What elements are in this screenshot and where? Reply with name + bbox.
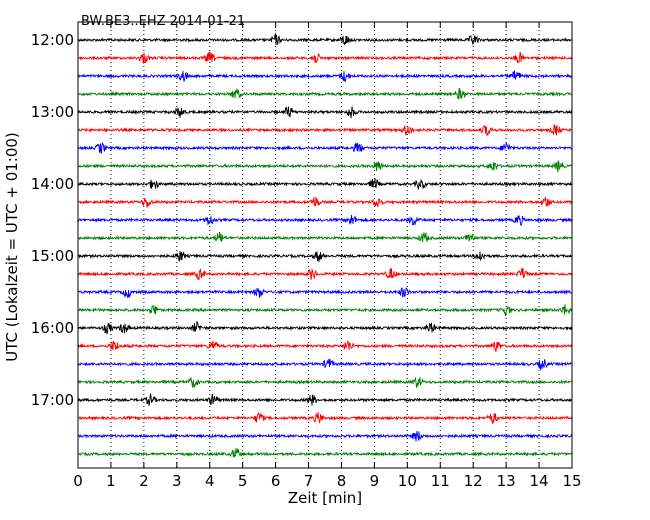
tick-layer: 0 1 2 3 4 5 6 7 8 9 10 11 12 13 14 1512:0013:0014:0015:… <box>31 22 582 490</box>
trace-1745 <box>77 447 573 458</box>
x-tick-label: 0 <box>73 472 83 490</box>
trace-1315 <box>77 124 573 136</box>
y-tick-label: 12:00 <box>31 31 74 49</box>
y-tick-label: 17:00 <box>31 391 74 409</box>
trace-1700 <box>77 393 573 407</box>
x-tick-label: 12 <box>464 472 483 490</box>
y-tick-label: 14:00 <box>31 175 74 193</box>
x-tick-label: 10 <box>398 472 417 490</box>
x-tick-label: 2 <box>139 472 149 490</box>
x-tick-label: 11 <box>431 472 450 490</box>
trace-1730 <box>77 430 573 442</box>
trace-layer <box>77 32 573 458</box>
x-tick-label: 5 <box>238 472 248 490</box>
x-tick-label: 13 <box>497 472 516 490</box>
x-tick-label: 9 <box>370 472 380 490</box>
trace-1430 <box>77 214 573 227</box>
y-tick-label: 13:00 <box>31 103 74 121</box>
trace-1200 <box>77 32 573 46</box>
trace-1400 <box>77 178 573 191</box>
x-axis-label: Zeit [min] <box>288 489 362 507</box>
chart-title: BW.BE3..EHZ 2014-01-21 <box>81 14 245 29</box>
trace-1300 <box>77 106 573 119</box>
x-tick-label: 4 <box>205 472 215 490</box>
x-tick-label: 3 <box>172 472 182 490</box>
trace-1645 <box>77 376 573 388</box>
x-tick-label: 8 <box>337 472 347 490</box>
x-tick-label: 7 <box>304 472 314 490</box>
trace-1330 <box>77 142 573 154</box>
trace-1500 <box>77 251 573 262</box>
trace-1615 <box>77 339 573 352</box>
trace-1215 <box>77 51 573 64</box>
y-tick-label: 16:00 <box>31 319 74 337</box>
x-tick-label: 15 <box>562 472 581 490</box>
x-tick-label: 1 <box>106 472 116 490</box>
plot-frame <box>77 21 573 469</box>
y-axis-label: UTC (Lokalzeit = UTC + 01:00) <box>3 132 21 362</box>
trace-1630 <box>77 358 573 371</box>
x-tick-label: 14 <box>530 472 549 490</box>
trace-1415 <box>77 196 573 208</box>
trace-1445 <box>77 232 573 243</box>
trace-1515 <box>77 267 573 281</box>
trace-1245 <box>77 88 573 100</box>
trace-1715 <box>77 412 573 424</box>
y-tick-label: 15:00 <box>31 247 74 265</box>
trace-1600 <box>77 320 573 335</box>
x-tick-label: 6 <box>271 472 281 490</box>
trace-1530 <box>77 287 573 299</box>
trace-1345 <box>77 160 573 174</box>
trace-1545 <box>77 304 573 317</box>
trace-1230 <box>77 70 573 83</box>
